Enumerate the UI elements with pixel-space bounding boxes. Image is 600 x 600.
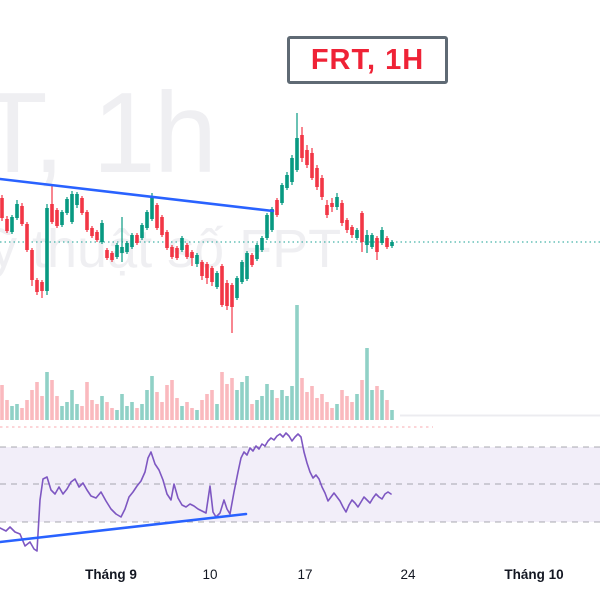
trendline-drawings[interactable]	[0, 177, 275, 544]
price-descending-trendline[interactable]	[0, 177, 275, 213]
candles-layer	[0, 113, 394, 333]
symbol-label-box[interactable]: FRT, 1H	[287, 36, 448, 84]
time-axis[interactable]: Tháng 9 10 17 24 Tháng 10	[0, 560, 600, 600]
helper-lines	[0, 414, 600, 428]
rsi-level-lines	[0, 446, 600, 523]
axis-label-tháng-9: Tháng 9	[85, 567, 137, 582]
volume-layer	[0, 305, 394, 420]
rsi-ascending-trendline[interactable]	[0, 512, 248, 544]
axis-label-10: 10	[202, 567, 218, 582]
axis-label-tháng-10: Tháng 10	[504, 567, 564, 582]
axis-label-17: 17	[297, 567, 313, 582]
axis-label-24: 24	[400, 567, 416, 582]
rsi-line	[0, 432, 392, 552]
symbol-label-text: FRT, 1H	[310, 43, 425, 76]
